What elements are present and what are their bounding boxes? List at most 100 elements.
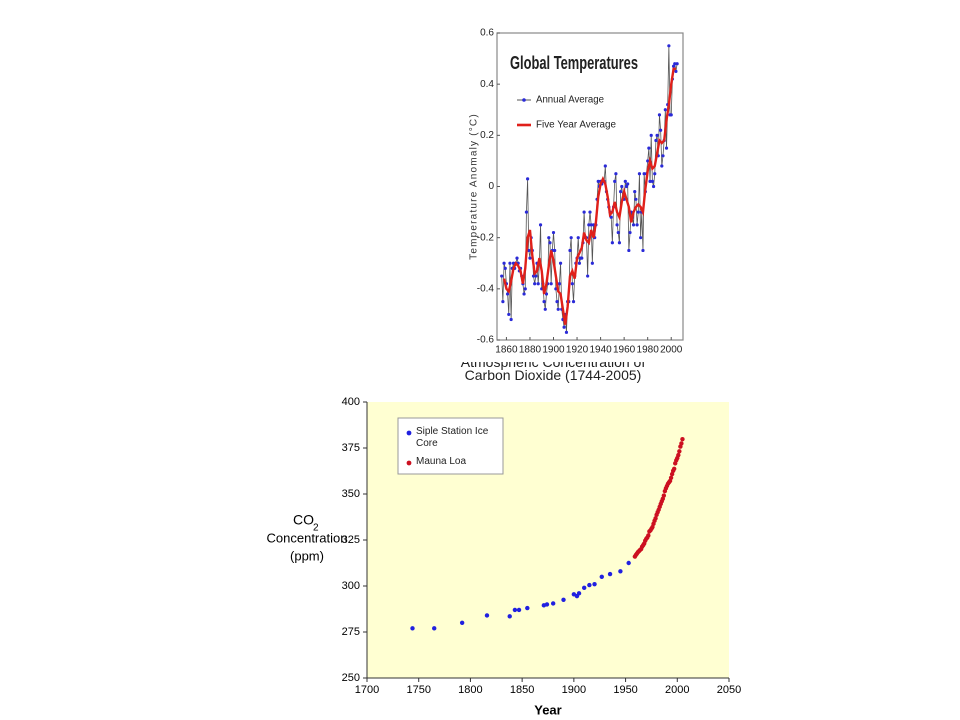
data-point	[616, 230, 620, 235]
data-point	[557, 282, 561, 286]
data-point	[660, 164, 664, 168]
data-point	[642, 172, 646, 176]
legend-label: Siple Station Ice Core	[416, 426, 489, 449]
data-point	[655, 133, 659, 137]
data-point	[587, 223, 591, 227]
data-point	[536, 282, 540, 286]
data-point	[523, 287, 527, 291]
data-point	[596, 179, 600, 183]
data-point	[654, 138, 658, 143]
chart-title: Global Temperatures	[510, 53, 638, 73]
data-point	[679, 441, 684, 446]
data-point	[459, 620, 465, 625]
data-point	[410, 626, 415, 631]
data-point	[576, 236, 580, 240]
y-tick-label: 350	[342, 488, 360, 500]
data-point	[590, 261, 594, 265]
data-point	[646, 159, 650, 163]
legend-marker	[406, 430, 412, 436]
x-tick-label: 1980	[637, 345, 660, 356]
data-point	[637, 172, 642, 176]
data-point	[542, 300, 546, 304]
data-point	[669, 113, 673, 117]
x-axis-label: Year	[534, 702, 561, 717]
data-point	[664, 146, 669, 150]
x-tick-label: 1800	[458, 684, 482, 696]
data-point	[659, 128, 663, 132]
data-point	[528, 256, 532, 260]
data-point	[582, 585, 587, 591]
data-point	[556, 307, 560, 311]
data-point	[657, 113, 662, 117]
y-tick-label: 0.2	[480, 130, 494, 141]
x-tick-label: 2000	[660, 345, 683, 356]
x-tick-label: 1900	[542, 345, 565, 356]
data-point	[508, 261, 512, 265]
data-point	[544, 602, 550, 607]
data-point	[603, 164, 607, 168]
y-axis-label: Concentration	[267, 530, 348, 545]
legend-label: Five Year Average	[536, 120, 616, 131]
data-point	[580, 256, 584, 260]
data-point	[432, 626, 437, 631]
legend-label: Annual Average	[536, 95, 604, 106]
x-tick-label: 1950	[613, 684, 637, 696]
data-point	[548, 241, 552, 245]
y-tick-label: 0.6	[480, 28, 494, 39]
data-point	[599, 574, 604, 579]
data-point	[651, 184, 656, 189]
y-axis-label: CO	[293, 512, 314, 528]
data-point	[512, 607, 518, 613]
data-point	[676, 452, 681, 458]
legend-marker	[522, 98, 526, 102]
data-point	[623, 179, 627, 183]
data-point	[533, 282, 537, 286]
y-tick-label: 300	[342, 580, 360, 592]
data-point	[569, 236, 573, 240]
data-point	[677, 449, 682, 454]
data-point	[502, 261, 506, 265]
data-point	[620, 184, 624, 189]
data-point	[576, 591, 582, 596]
data-point	[617, 241, 622, 245]
data-point	[633, 190, 637, 194]
data-point	[674, 69, 678, 73]
data-point	[503, 266, 507, 270]
data-point	[653, 172, 657, 176]
data-point	[663, 108, 667, 112]
y-axis-label: Temperature Anomaly (°C)	[469, 113, 480, 260]
data-point	[626, 560, 631, 566]
data-point	[624, 184, 629, 189]
data-point	[650, 179, 654, 183]
data-point	[544, 292, 549, 296]
data-point	[588, 210, 592, 214]
data-point	[592, 581, 597, 587]
x-tick-label: 1940	[589, 345, 612, 356]
data-point	[661, 493, 667, 498]
data-point	[550, 601, 556, 606]
data-point	[564, 330, 569, 334]
legend-box	[397, 417, 504, 475]
data-point	[673, 62, 677, 66]
data-point	[631, 223, 636, 227]
legend-label-box: Siple Station Ice Core	[416, 426, 489, 449]
data-point	[547, 236, 551, 240]
data-point	[555, 300, 559, 304]
data-point	[614, 172, 618, 176]
data-point	[558, 261, 563, 265]
data-point	[609, 215, 613, 219]
data-point	[628, 230, 632, 235]
data-point	[618, 569, 623, 574]
x-tick-label: 1860	[495, 345, 518, 356]
x-tick-label: 2000	[665, 684, 689, 696]
data-point	[615, 223, 619, 227]
y-tick-label: -0.4	[477, 283, 495, 294]
data-point	[553, 248, 557, 253]
y-axis-label: (ppm)	[290, 548, 324, 563]
data-point	[607, 571, 613, 577]
data-point	[582, 210, 586, 214]
data-point	[500, 274, 504, 278]
data-point	[613, 179, 617, 183]
data-point	[661, 154, 665, 158]
